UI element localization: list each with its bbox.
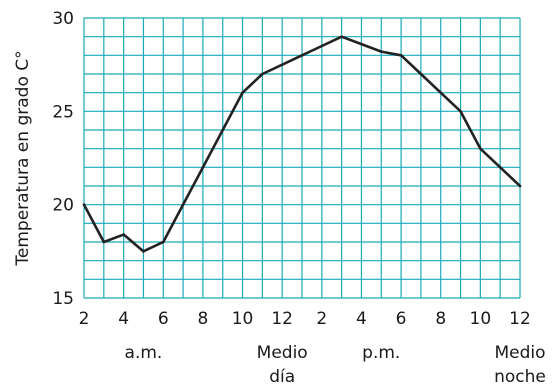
x-tick-labels: 2 4 6 8 10 12 2 4 6 8 10 12 xyxy=(79,309,531,329)
data-point xyxy=(161,240,165,244)
period-label: noche xyxy=(494,367,546,387)
data-point xyxy=(241,91,244,94)
x-tick-label: 12 xyxy=(509,309,531,329)
period-labels: a.m. Medio día p.m. Medio noche xyxy=(125,343,546,387)
data-point xyxy=(360,42,363,46)
x-tick-label: 6 xyxy=(158,309,169,329)
data-point xyxy=(82,203,86,206)
x-tick-label: 8 xyxy=(435,309,446,329)
period-label: día xyxy=(269,367,295,387)
grid xyxy=(83,17,521,299)
data-point xyxy=(518,184,522,188)
series xyxy=(82,35,522,253)
x-tick-label: 10 xyxy=(232,309,254,329)
period-label: a.m. xyxy=(125,343,163,363)
x-tick-label: 8 xyxy=(197,309,208,329)
data-point xyxy=(419,72,423,76)
data-point xyxy=(280,63,284,66)
x-tick-label: 4 xyxy=(356,309,367,329)
period-label: Medio xyxy=(257,343,308,363)
data-point xyxy=(379,50,383,53)
x-tick-label: 2 xyxy=(79,309,90,329)
data-point xyxy=(300,54,304,57)
data-point xyxy=(479,147,482,150)
data-point xyxy=(142,250,145,253)
x-tick-label: 10 xyxy=(470,309,492,329)
x-tick-label: 2 xyxy=(316,309,327,329)
period-label: p.m. xyxy=(362,343,400,363)
y-tick-labels: 15 20 25 30 xyxy=(52,9,74,309)
data-point xyxy=(261,72,264,76)
y-tick-label: 30 xyxy=(52,9,74,29)
data-point xyxy=(320,44,324,48)
data-point xyxy=(201,166,205,169)
y-axis-label: Temperatura en grado C° xyxy=(13,50,33,266)
x-tick-label: 6 xyxy=(396,309,407,329)
x-tick-label: 12 xyxy=(271,309,293,329)
x-tick-label: 4 xyxy=(118,309,129,329)
y-tick-label: 20 xyxy=(52,196,74,216)
data-point xyxy=(102,240,106,244)
data-point xyxy=(498,166,502,169)
data-point xyxy=(439,91,443,94)
data-point xyxy=(399,54,403,57)
y-tick-label: 15 xyxy=(52,289,74,309)
period-label: Medio xyxy=(494,343,545,363)
data-point xyxy=(340,35,343,38)
y-tick-label: 25 xyxy=(52,102,74,122)
data-point xyxy=(181,203,185,206)
data-point xyxy=(122,233,125,236)
data-point xyxy=(459,110,462,113)
data-point xyxy=(221,128,225,132)
